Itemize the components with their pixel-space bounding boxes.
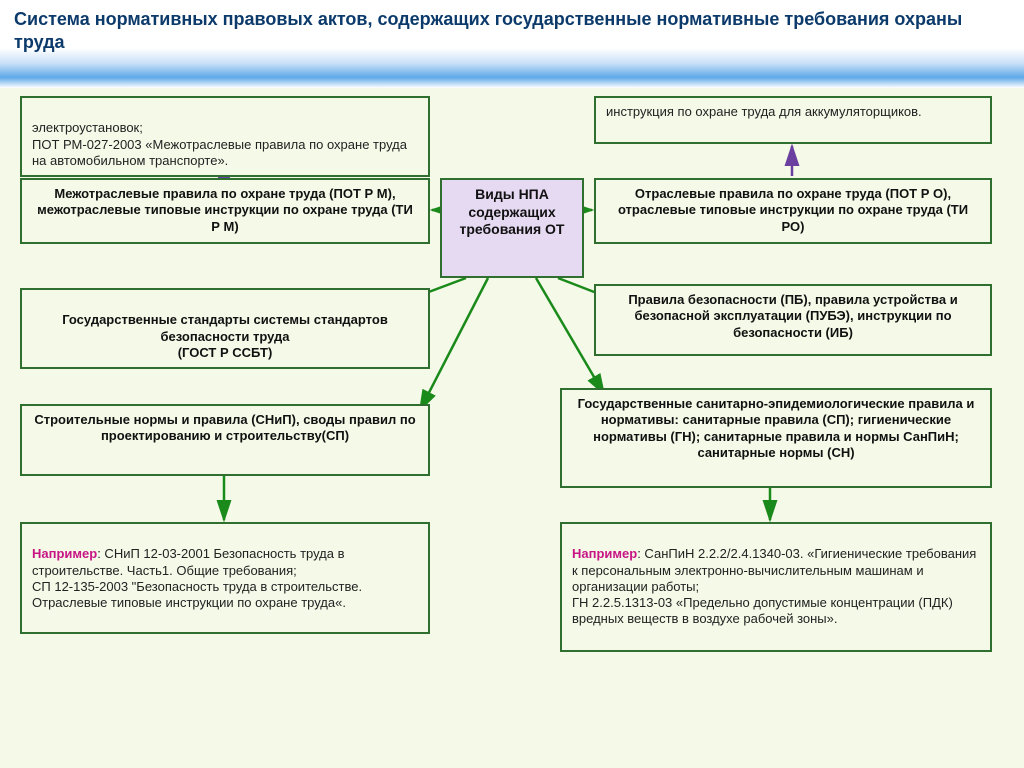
center-node-text: Виды НПА содержащих требования ОТ bbox=[460, 186, 565, 237]
node-left-2: Государственные стандарты системы станда… bbox=[20, 288, 430, 369]
node-left-3: Строительные нормы и правила (СНиП), сво… bbox=[20, 404, 430, 476]
node-right-1-text: Отраслевые правила по охране труда (ПОТ … bbox=[618, 186, 968, 234]
bottom-right-example: Например: СанПиН 2.2.2/2.4.1340-03. «Гиг… bbox=[560, 522, 992, 652]
node-left-3-text: Строительные нормы и правила (СНиП), сво… bbox=[34, 412, 415, 443]
node-right-1: Отраслевые правила по охране труда (ПОТ … bbox=[594, 178, 992, 244]
top-left-example: электроустановок; ПОТ РМ-027-2003 «Межот… bbox=[20, 96, 430, 177]
diagram-canvas: Виды НПА содержащих требования ОТ электр… bbox=[0, 88, 1024, 768]
header-bar: Система нормативных правовых актов, соде… bbox=[0, 0, 1024, 88]
example-label: Например bbox=[32, 546, 97, 561]
node-left-1: Межотраслевые правила по охране труда (П… bbox=[20, 178, 430, 244]
node-right-3: Государственные санитарно-эпидемиологиче… bbox=[560, 388, 992, 488]
node-right-3-text: Государственные санитарно-эпидемиологиче… bbox=[578, 396, 975, 460]
node-right-2-text: Правила безопасности (ПБ), правила устро… bbox=[628, 292, 957, 340]
example-label: Например bbox=[572, 546, 637, 561]
top-right-example: инструкция по охране труда для аккумулят… bbox=[594, 96, 992, 144]
page-title: Система нормативных правовых актов, соде… bbox=[14, 8, 1010, 55]
top-right-example-text: инструкция по охране труда для аккумулят… bbox=[606, 104, 922, 119]
center-node: Виды НПА содержащих требования ОТ bbox=[440, 178, 584, 278]
node-left-2-text: Государственные стандарты системы станда… bbox=[62, 312, 388, 360]
bottom-left-example: Например: СНиП 12-03-2001 Безопасность т… bbox=[20, 522, 430, 634]
top-left-example-text: электроустановок; ПОТ РМ-027-2003 «Межот… bbox=[32, 120, 407, 168]
node-right-2: Правила безопасности (ПБ), правила устро… bbox=[594, 284, 992, 356]
node-left-1-text: Межотраслевые правила по охране труда (П… bbox=[37, 186, 413, 234]
